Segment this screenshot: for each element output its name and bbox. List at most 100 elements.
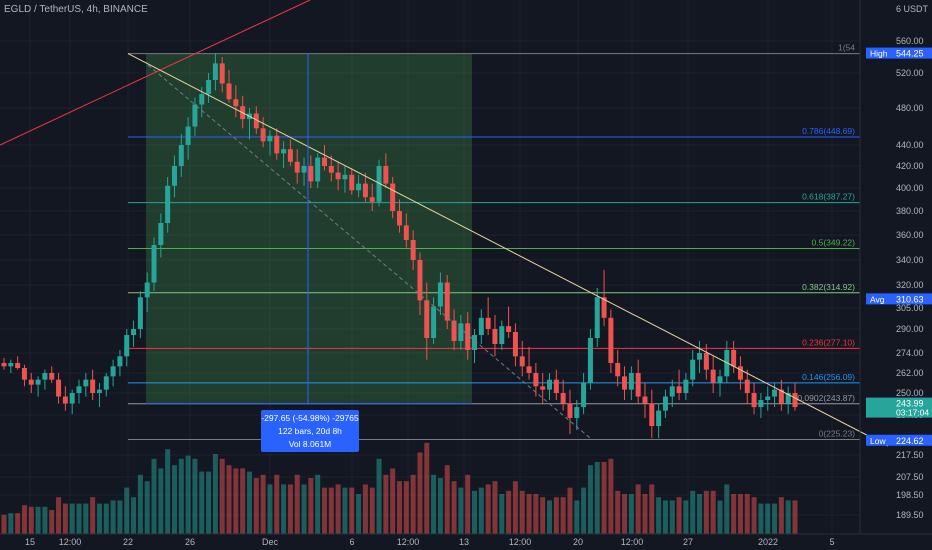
price-tick: 305.00 xyxy=(896,303,924,313)
candle-body xyxy=(594,297,600,338)
measure-volume: Vol 8.061M xyxy=(288,439,332,449)
price-tag-bg xyxy=(866,434,932,446)
measure-bars: 122 bars, 20d 8h xyxy=(278,426,342,436)
volume-bar xyxy=(519,490,525,534)
price-tag-countdown: 03:17:04 xyxy=(896,408,929,418)
candle-body xyxy=(444,282,450,321)
candle-body xyxy=(49,373,55,380)
volume-bar xyxy=(437,478,443,534)
fib-label: 0.5(349.22) xyxy=(812,237,856,247)
fib-label: 0.0902(243.87) xyxy=(797,393,855,403)
volume-bar xyxy=(731,494,737,534)
candle-body xyxy=(315,157,321,182)
volume-bar xyxy=(42,506,48,534)
candle-body xyxy=(622,376,628,390)
volume-bar xyxy=(192,458,198,534)
candle-body xyxy=(485,317,491,329)
measure-tooltip: -297.65 (-54.98%) -29765 122 bars, 20d 8… xyxy=(261,410,359,452)
candle-body xyxy=(35,379,41,385)
candle-body xyxy=(369,197,375,202)
volume-bar xyxy=(90,497,96,534)
candle-body xyxy=(512,332,518,357)
fib-retracement[interactable]: 1(54 0.786(448.69) 0.618(387.27) 0.5(349.22… xyxy=(128,43,860,441)
price-tick: 440.00 xyxy=(896,140,924,150)
candle-body xyxy=(226,83,232,100)
candle-body xyxy=(519,356,525,367)
measure-change: -297.65 (-54.98%) -29765 xyxy=(261,413,359,423)
volume-bar xyxy=(267,484,273,534)
candle-body xyxy=(56,379,62,397)
price-tick: 560.00 xyxy=(896,36,924,46)
price-axis[interactable]: 560.00 520.00 480.00 440.00 420.00 400.00 380.… xyxy=(859,0,924,534)
candle-body xyxy=(635,373,641,397)
candle-body xyxy=(676,386,682,393)
downtrend-line xyxy=(127,53,889,447)
price-tick: 400.00 xyxy=(896,183,924,193)
volume-bar xyxy=(710,490,716,534)
volume-bar xyxy=(778,497,784,534)
candle-body xyxy=(253,113,259,129)
red-trendline xyxy=(0,0,311,146)
date-range-box[interactable] xyxy=(146,53,472,404)
candle-body xyxy=(710,369,716,383)
volume-bar xyxy=(615,490,621,534)
time-tick: 12:00 xyxy=(509,537,532,547)
drawings[interactable] xyxy=(0,0,889,447)
volume-bar xyxy=(587,465,593,534)
price-tick: 360.00 xyxy=(896,230,924,240)
candle-body xyxy=(219,63,225,84)
volume-bar xyxy=(444,465,450,534)
volume-bar xyxy=(417,452,423,534)
volume-bar xyxy=(567,487,573,534)
fib-label: 0.786(448.69) xyxy=(802,126,855,136)
price-tick: 480.00 xyxy=(896,103,924,113)
volume-bar xyxy=(792,500,798,534)
volume-bar xyxy=(349,487,355,534)
volume-bar xyxy=(397,481,402,534)
volume-bar xyxy=(178,458,184,534)
time-tick: 6 xyxy=(349,537,354,547)
candle-body xyxy=(206,80,212,94)
volume-bar xyxy=(62,503,68,534)
volume-bar xyxy=(69,503,75,534)
price-tick: 380.00 xyxy=(896,206,924,216)
volume-bar xyxy=(737,494,743,534)
candle-body xyxy=(581,383,587,408)
volume-bar xyxy=(458,487,464,534)
candle-body xyxy=(615,363,621,377)
volume-bar xyxy=(560,497,566,534)
candle-body xyxy=(15,363,21,368)
volume-bar xyxy=(260,474,266,534)
volume-bar xyxy=(49,510,55,534)
volume-bar xyxy=(744,494,750,534)
time-tick: 12:00 xyxy=(397,537,420,547)
volume-bar xyxy=(321,487,327,534)
candle-body xyxy=(390,183,396,211)
time-axis[interactable]: 15 12:00 22 26 Dec 6 12:00 13 12:00 20 12:00 27 2022… xyxy=(0,533,932,547)
volume-bar xyxy=(472,490,478,534)
volume-bar xyxy=(608,458,614,534)
currency-code: USDT xyxy=(903,4,929,14)
candle-body xyxy=(717,376,723,383)
volume-bar xyxy=(369,487,375,534)
volume-bar xyxy=(253,478,259,534)
candle-body xyxy=(1,363,7,367)
volume-bar xyxy=(765,503,771,534)
candle-body xyxy=(335,172,341,180)
volume-bar xyxy=(151,458,157,534)
volume-bar xyxy=(96,503,102,534)
volume-bar xyxy=(28,506,34,534)
fib-label: 0(225.23) xyxy=(819,429,856,439)
candle-body xyxy=(8,363,14,367)
candle-body xyxy=(69,393,75,404)
volume-bar xyxy=(308,478,314,534)
volume-bar xyxy=(697,494,703,534)
candle-body xyxy=(321,157,327,166)
volume-bar xyxy=(199,471,205,534)
volume-bar xyxy=(465,474,471,534)
volume-bar xyxy=(246,471,252,534)
volume-bar xyxy=(683,500,689,534)
volume-bar xyxy=(83,503,89,534)
candle-body xyxy=(342,174,348,180)
